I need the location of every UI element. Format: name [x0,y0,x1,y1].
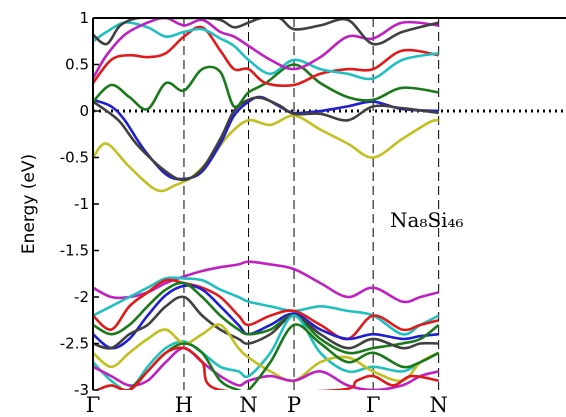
y-tick-label: -2.5 [60,335,89,353]
x-tick-label: N [239,393,257,417]
y-tick-label: -3 [74,381,89,399]
x-tick-label: N [429,393,447,417]
band-line [93,314,440,390]
band-line [93,95,439,181]
band-line [93,25,439,88]
band-line [93,295,439,350]
band-line [93,278,439,341]
band-line [93,346,440,390]
y-tick-label: -2 [74,288,89,306]
y-ticks-group: 1 0.5 0 -0.5 -1 -1.5 -2 -2.5 -3 [60,9,99,399]
y-axis-label: Energy (eV) [19,154,39,254]
y-tick-label: -0.5 [60,149,89,167]
kpoint-lines [183,18,440,390]
y-tick-label: -1 [74,195,89,213]
x-tick-label: P [287,393,301,417]
y-tick-label: 0.5 [65,56,89,74]
band-line [93,63,439,111]
band-line [128,323,440,390]
bands-group [93,18,440,390]
y-tick-label: 0 [79,102,89,120]
x-tick-label: Γ [366,393,381,417]
band-line [93,18,439,80]
x-tick-label: H [175,393,193,417]
band-line [93,114,439,193]
y-tick-label: -1.5 [60,242,89,260]
band-line [93,323,440,383]
band-line [93,281,440,355]
band-line [97,346,439,390]
compound-annotation: Na₈Si₄₆ [390,208,464,232]
y-tick-label: 1 [79,9,89,27]
band-line [93,284,439,350]
x-tick-label: Γ [86,393,101,417]
